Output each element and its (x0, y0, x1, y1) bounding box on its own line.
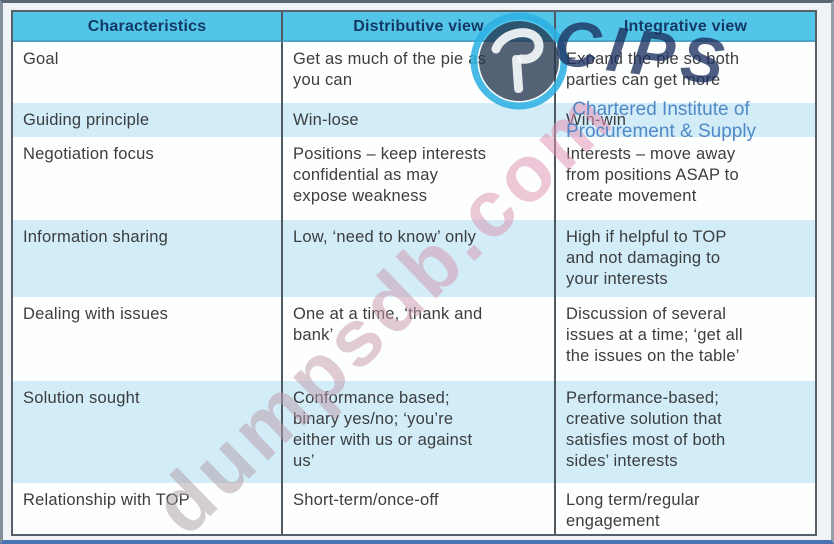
comparison-table: Characteristics Distributive view Integr… (11, 10, 817, 536)
cell-solution-sought-label: Solution sought (13, 381, 281, 483)
cell-dealing-with-issues-integrative: Discussion of several issues at a time; … (554, 297, 815, 381)
cell-relationship-label: Relationship with TOP (13, 483, 281, 534)
cell-negotiation-focus-distributive: Positions – keep interests confidential … (281, 137, 554, 220)
cell-dealing-with-issues-distributive: One at a time, ‘thank and bank’ (281, 297, 554, 381)
cell-dealing-with-issues-label: Dealing with issues (13, 297, 281, 381)
cell-solution-sought-distributive: Conformance based; binary yes/no; ‘you’r… (281, 381, 554, 483)
header-cell-integrative: Integrative view (554, 12, 815, 42)
header-cell-distributive: Distributive view (281, 12, 554, 42)
cell-guiding-principle-distributive: Win-lose (281, 103, 554, 137)
cell-negotiation-focus-label: Negotiation focus (13, 137, 281, 220)
cell-goal-distributive: Get as much of the pie as you can (281, 42, 554, 103)
cell-goal-integrative: Expand the pie so both parties can get m… (554, 42, 815, 103)
cell-solution-sought-integrative: Performance-based; creative solution tha… (554, 381, 815, 483)
cell-relationship-distributive: Short-term/once-off (281, 483, 554, 534)
cell-relationship-integrative: Long term/regular engagement (554, 483, 815, 534)
cell-negotiation-focus-integrative: Interests – move away from positions ASA… (554, 137, 815, 220)
cell-guiding-principle-label: Guiding principle (13, 103, 281, 137)
cell-information-sharing-distributive: Low, ‘need to know’ only (281, 220, 554, 297)
header-cell-characteristics: Characteristics (13, 12, 281, 42)
cell-information-sharing-integrative: High if helpful to TOP and not damaging … (554, 220, 815, 297)
cell-guiding-principle-integrative: Win-win (554, 103, 815, 137)
cell-goal-label: Goal (13, 42, 281, 103)
cell-information-sharing-label: Information sharing (13, 220, 281, 297)
